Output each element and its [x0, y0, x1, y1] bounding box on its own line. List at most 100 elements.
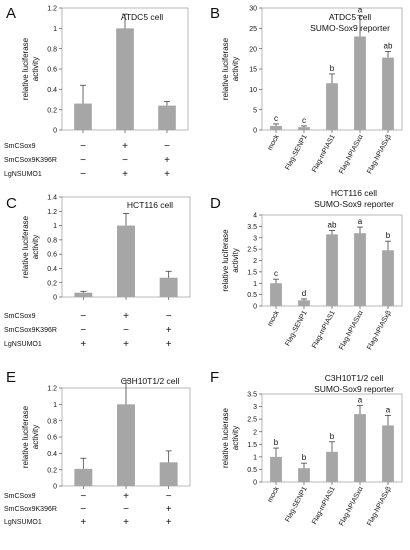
y-tick-label: 0 — [53, 295, 57, 302]
panel-label: C — [6, 195, 17, 212]
significance-letter: c — [302, 116, 306, 125]
x-tick-label: Flag-hPIASxα — [338, 134, 365, 176]
y-tick-label: 0 — [53, 128, 57, 135]
y-tick-label: 2.5 — [247, 417, 257, 424]
condition-label: LgNSUMO1 — [4, 171, 42, 178]
significance-letter: b — [302, 453, 307, 462]
bar — [270, 283, 282, 306]
significance-letter: a — [386, 405, 391, 414]
bar — [117, 225, 135, 297]
y-tick-label: 0.2 — [47, 107, 57, 114]
y-tick-label: 25 — [249, 26, 257, 33]
condition-mark: − — [123, 504, 129, 515]
y-tick-label: 1.5 — [247, 442, 257, 449]
y-tick-label: 0.8 — [47, 418, 57, 425]
x-tick-label: Flag-SENP1 — [284, 134, 308, 172]
y-tick-label: 4 — [253, 213, 257, 220]
condition-label: SmCSox9K396R — [4, 157, 57, 164]
panel-label: E — [6, 369, 16, 386]
condition-label: SmCSox9 — [4, 493, 36, 500]
condition-label: SmCSox9K396R — [4, 506, 57, 513]
y-tick-label: 0.6 — [47, 252, 57, 259]
y-tick-label: 0.8 — [47, 237, 57, 244]
chart-title: ATDC5 cell — [121, 12, 163, 22]
y-axis-label: relative luciferase — [21, 37, 30, 100]
x-tick-label: Flag-SENP1 — [284, 486, 308, 524]
y-tick-label: 1 — [53, 26, 57, 33]
bar — [382, 57, 394, 130]
significance-letter: b — [274, 438, 279, 447]
chart-title: SUMO-Sox9 reporter — [314, 384, 394, 394]
y-axis-label: activity — [31, 235, 40, 259]
bar — [74, 468, 93, 486]
condition-mark: − — [123, 325, 129, 336]
x-tick-label: mock — [267, 133, 281, 151]
y-tick-label: 3.5 — [247, 224, 257, 231]
y-axis-label: activity — [31, 57, 40, 81]
y-tick-label: 0 — [53, 484, 57, 491]
y-tick-label: 1.4 — [47, 195, 57, 202]
x-tick-label: Flag-mPIAS1 — [311, 486, 337, 526]
significance-letter: d — [302, 289, 306, 298]
condition-mark: + — [166, 504, 172, 515]
y-tick-label: 0 — [253, 128, 257, 135]
panel-label: A — [6, 5, 16, 22]
condition-mark: + — [123, 339, 129, 350]
x-tick-label: mock — [267, 485, 281, 503]
significance-letter: b — [386, 231, 391, 240]
y-tick-label: 1.2 — [47, 386, 57, 393]
bar — [158, 105, 176, 130]
y-tick-label: 1.5 — [247, 269, 257, 276]
bar — [298, 468, 310, 482]
condition-mark: − — [80, 325, 86, 336]
y-tick-label: 1 — [253, 281, 257, 288]
y-axis-label: relative luciferase — [221, 37, 230, 100]
y-axis-label: relative lucierase — [221, 407, 230, 468]
condition-mark: + — [166, 517, 172, 528]
condition-mark: − — [80, 155, 86, 166]
x-tick-label: Flag-hPIASxβ — [366, 134, 393, 176]
y-tick-label: 10 — [249, 87, 257, 94]
y-axis-label: activity — [31, 425, 40, 449]
y-tick-label: 0.5 — [247, 292, 257, 299]
condition-label: LgNSUMO1 — [4, 519, 42, 526]
bar — [159, 462, 178, 486]
condition-mark: + — [122, 141, 128, 152]
bar — [354, 233, 366, 306]
panel-label: B — [210, 5, 220, 22]
condition-mark: + — [164, 155, 170, 166]
significance-letter: ab — [384, 42, 393, 51]
y-tick-label: 1.2 — [47, 209, 57, 216]
y-tick-label: 15 — [249, 67, 257, 74]
condition-mark: − — [80, 169, 86, 180]
bar — [382, 250, 394, 306]
y-tick-label: 5 — [253, 107, 257, 114]
chart-title: ATDC5 cell — [329, 12, 371, 22]
condition-mark: − — [164, 141, 170, 152]
x-tick-label: mock — [267, 309, 281, 327]
bar — [298, 300, 310, 306]
y-tick-label: 2.5 — [247, 247, 257, 254]
bar — [326, 83, 338, 130]
y-tick-label: 1 — [53, 223, 57, 230]
chart-title: C3H10T1/2 cell — [121, 376, 180, 386]
condition-label: SmCSox9 — [4, 313, 36, 320]
chart-title: HCT116 cell — [127, 200, 173, 210]
chart-title: SUMO-Sox9 reporter — [314, 199, 394, 209]
bar — [159, 277, 178, 297]
y-tick-label: 0.4 — [47, 266, 57, 273]
y-tick-label: 3 — [253, 404, 257, 411]
y-tick-label: 0.4 — [47, 451, 57, 458]
y-tick-label: 0 — [253, 304, 257, 311]
significance-letter: ab — [328, 220, 337, 229]
condition-mark: + — [123, 517, 129, 528]
x-tick-label: Flag-hPIASxα — [338, 486, 365, 528]
y-tick-label: 0 — [253, 480, 257, 487]
bar — [74, 292, 93, 297]
bar — [270, 456, 282, 482]
condition-mark: + — [122, 169, 128, 180]
chart-title: SUMO-Sox9 reporter — [310, 23, 390, 33]
x-tick-label: Flag-hPIASxα — [338, 310, 365, 352]
condition-mark: + — [123, 311, 129, 322]
x-tick-label: Flag-mPIAS1 — [311, 310, 337, 350]
